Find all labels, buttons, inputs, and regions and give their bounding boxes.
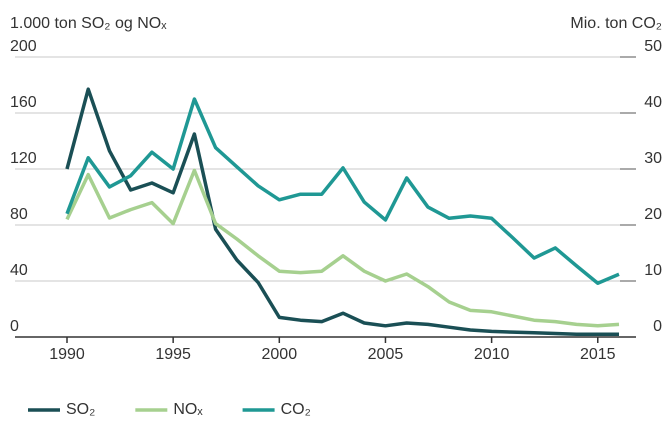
- y-tick-label: 80: [10, 206, 28, 223]
- y2-tick-label: 30: [644, 150, 662, 167]
- y2-tick-label: 40: [644, 94, 662, 111]
- x-tick-label: 1990: [49, 346, 85, 363]
- y-tick-label: 0: [10, 318, 19, 335]
- x-tick-label: 2010: [474, 346, 510, 363]
- y2-tick-label: 50: [644, 38, 662, 55]
- y2-axis-label: Mio. ton CO₂: [570, 15, 662, 32]
- x-tick-label: 2005: [368, 346, 404, 363]
- y-tick-label: 160: [10, 94, 37, 111]
- series-line: [65, 87, 619, 336]
- series-line: [65, 97, 620, 285]
- legend-label: CO₂: [281, 401, 311, 418]
- y-axis-label: 1.000 ton SO₂ og NOₓ: [10, 15, 167, 32]
- y-tick-label: 200: [10, 38, 37, 55]
- x-tick-label: 2015: [580, 346, 616, 363]
- legend-label: SO₂: [66, 401, 95, 418]
- y2-tick-label: 0: [653, 318, 662, 335]
- y2-tick-label: 10: [644, 262, 662, 279]
- x-tick-label: 2000: [262, 346, 298, 363]
- legend-label: NOₓ: [173, 401, 203, 418]
- y-tick-label: 40: [10, 262, 28, 279]
- y2-tick-label: 20: [644, 206, 662, 223]
- x-tick-label: 1995: [155, 346, 191, 363]
- series-line: [65, 168, 620, 328]
- y-tick-label: 120: [10, 150, 37, 167]
